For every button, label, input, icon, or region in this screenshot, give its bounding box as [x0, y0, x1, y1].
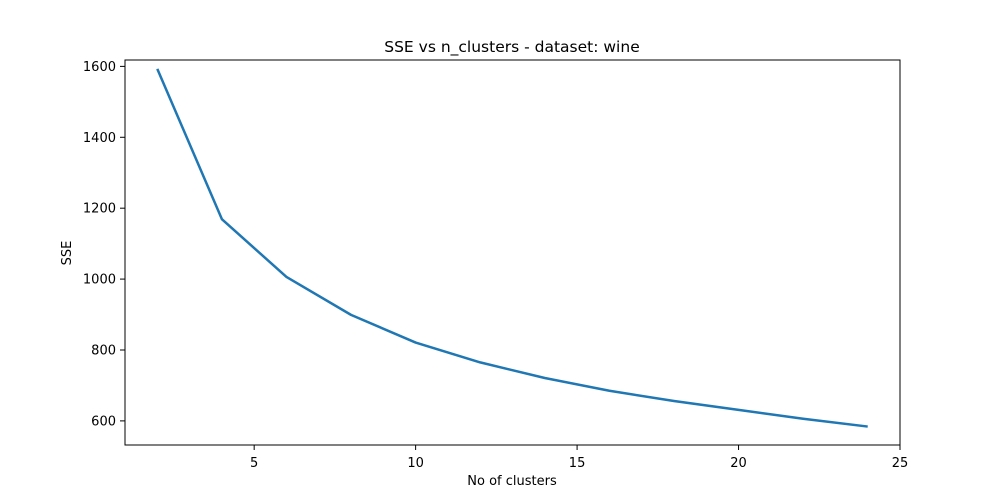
y-tick-label: 1600	[83, 60, 116, 75]
y-tick-label: 1200	[83, 202, 116, 217]
x-axis-label: No of clusters	[467, 474, 557, 489]
x-tick-label: 20	[730, 456, 747, 471]
x-tick-label: 15	[569, 456, 586, 471]
y-tick-label: 1000	[83, 273, 116, 288]
y-tick-label: 600	[91, 414, 116, 429]
y-tick-label: 800	[91, 343, 116, 358]
x-tick-label: 10	[407, 456, 424, 471]
x-tick-label: 25	[892, 456, 909, 471]
chart-title: SSE vs n_clusters - dataset: wine	[384, 38, 639, 57]
y-axis-label: SSE	[60, 241, 75, 266]
x-tick-label: 5	[250, 456, 258, 471]
y-tick-label: 1400	[83, 131, 116, 146]
